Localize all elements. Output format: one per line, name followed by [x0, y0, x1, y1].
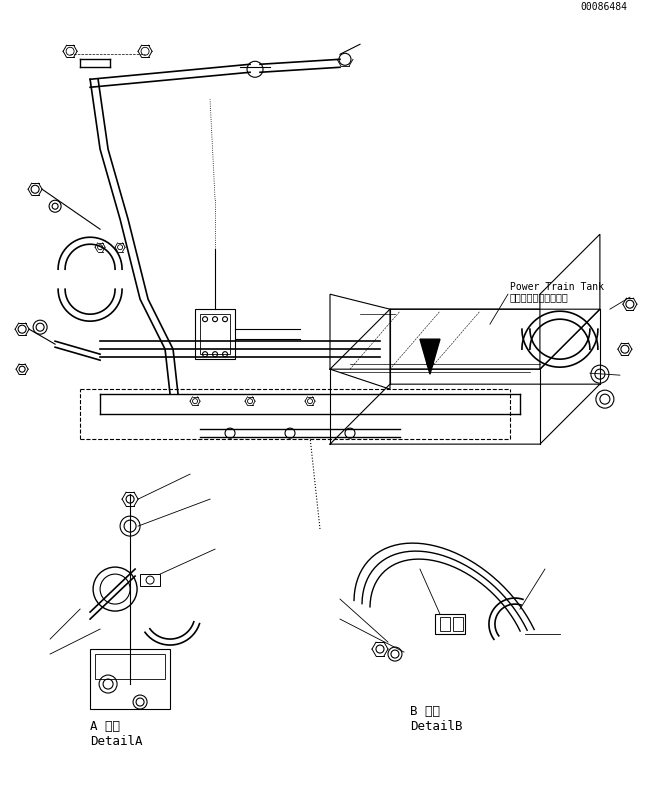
- Text: B 詳細: B 詳細: [410, 704, 440, 717]
- Bar: [140, 574, 160, 586]
- Polygon shape: [330, 310, 600, 370]
- Bar: [95, 654, 165, 679]
- Bar: [195, 310, 235, 360]
- Bar: [453, 617, 463, 631]
- Text: DetailB: DetailB: [410, 719, 463, 732]
- Text: 00086484: 00086484: [580, 2, 627, 12]
- Text: DetailA: DetailA: [90, 734, 142, 747]
- Bar: [200, 315, 230, 354]
- Polygon shape: [420, 340, 440, 375]
- Bar: [440, 617, 450, 631]
- Text: パワートレインタンク: パワートレインタンク: [510, 292, 569, 302]
- Bar: [90, 650, 170, 709]
- Polygon shape: [330, 295, 390, 389]
- Text: A 詳細: A 詳細: [90, 719, 120, 732]
- Polygon shape: [540, 235, 600, 370]
- Bar: [435, 614, 465, 634]
- Text: Power Train Tank: Power Train Tank: [510, 282, 604, 292]
